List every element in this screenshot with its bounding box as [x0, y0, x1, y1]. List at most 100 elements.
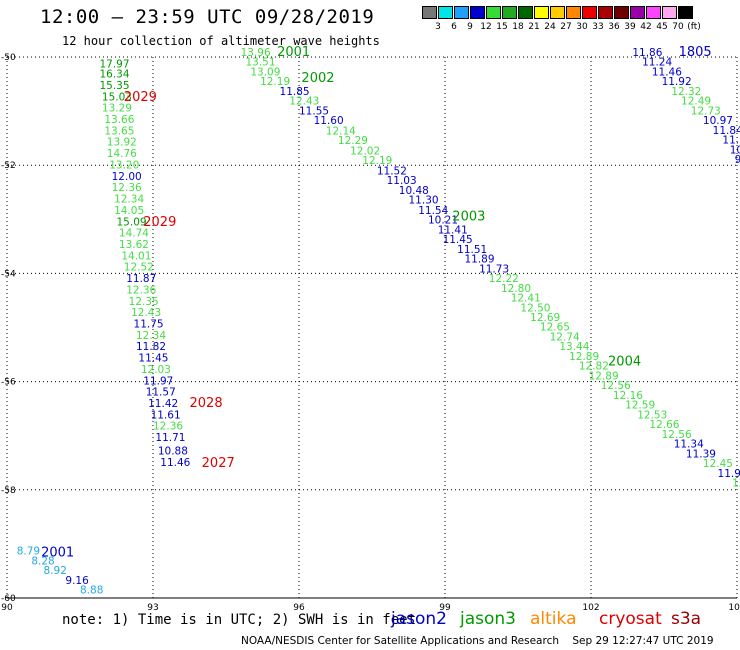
x-tick-label: 93: [147, 603, 158, 613]
wave-height-label: 11.39: [686, 448, 716, 460]
wave-height-label: 12.36: [153, 421, 183, 433]
wave-height-label: 12.73: [691, 105, 721, 117]
time-label: 2029: [124, 90, 157, 105]
wave-height-label: 12.56: [662, 429, 692, 441]
wave-height-label: 12.00: [112, 171, 142, 183]
wave-height-label: 11.55: [299, 105, 329, 117]
scale-label: 33: [592, 22, 604, 32]
time-label: 2004: [608, 354, 641, 369]
wave-height-label: 11.89: [464, 254, 494, 266]
scale-swatch: [598, 6, 613, 19]
wave-height-label: 8.92: [44, 565, 67, 577]
wave-height-label: 11.82: [136, 341, 166, 353]
wave-height-label: 9.16: [65, 575, 89, 587]
wave-height-label: 15.35: [99, 80, 129, 92]
time-label: 2028: [190, 396, 223, 411]
scale-label: 9: [467, 22, 473, 32]
time-label: 2003: [452, 209, 485, 224]
wave-height-label: 11.9: [718, 468, 740, 480]
wave-height-label: 12.02: [350, 145, 380, 157]
scale-swatch: [470, 6, 485, 19]
wave-height-label: 13.65: [104, 125, 134, 137]
wave-height-label: 11.61: [151, 409, 181, 421]
wave-height-label: 12.50: [520, 302, 550, 314]
satellite-s3a: s3a: [671, 609, 702, 629]
wave-height-label: 11.53: [722, 135, 740, 147]
scale-label: 3: [435, 22, 441, 32]
wave-height-label: 12.74: [550, 331, 580, 343]
scale-label: 30: [576, 22, 588, 32]
scale-label: 21: [528, 22, 540, 32]
wave-height-label: 15.09: [117, 216, 147, 228]
wave-height-label: 12.43: [131, 307, 161, 319]
wave-height-label: 11.34: [674, 439, 704, 451]
satellite-altika: altika: [530, 609, 577, 629]
scale-swatch: [678, 6, 693, 19]
wave-height-label: 12.52: [124, 262, 154, 274]
scale-label: 36: [608, 22, 620, 32]
scale-label: (ft): [687, 22, 701, 32]
wave-height-label: 14.74: [119, 228, 149, 240]
wave-height-label: 12.45: [703, 458, 733, 470]
time-labels: 2029 2029 2028 2027 2001 2002 2003 2004 1805 2001: [41, 45, 712, 560]
scale-label: 27: [560, 22, 572, 32]
tick-labels: 90 93 96 99 102 105 -50 -52 -54 -56 -58 -60: [1, 53, 740, 613]
wave-height-label: 13.62: [119, 239, 149, 251]
wave-height-label: 11.86: [632, 47, 662, 59]
wave-height-label: 12.89: [569, 351, 599, 363]
wave-height-label: 8.88: [80, 585, 103, 597]
wave-height-label: 10.97: [703, 115, 733, 127]
wave-height-label: 14.76: [107, 148, 137, 160]
wave-height-label: 12.36: [126, 284, 156, 296]
credit-line: NOAA/NESDIS Center for Satellite Applica…: [241, 635, 714, 647]
x-tick-label: 96: [293, 603, 305, 613]
wave-height-label: 11.57: [146, 387, 176, 399]
satellite-jason3: jason3: [460, 609, 516, 629]
wave-height-label: 13.96: [241, 47, 271, 59]
y-tick-label: -60: [1, 594, 16, 604]
x-tick-label: 99: [439, 603, 451, 613]
wave-height-label: 11.92: [662, 76, 692, 88]
wave-height-label: 13.51: [245, 57, 275, 69]
scale-swatch: [662, 6, 677, 19]
y-tick-label: -56: [1, 378, 16, 388]
wave-height-label: 11.52: [377, 165, 407, 177]
wave-height-label: 12.29: [338, 135, 368, 147]
wave-height-label: 11.45: [138, 353, 168, 365]
wave-height-label: 12.03: [141, 364, 171, 376]
wave-height-label: 11.87: [126, 273, 156, 285]
wave-height-label: 11.60: [314, 115, 344, 127]
wave-height-label: 11.46: [652, 66, 682, 78]
wave-height-label: 12.35: [129, 296, 159, 308]
wave-height-label: 11.03: [387, 175, 417, 187]
wave-height-label: 11.24: [642, 57, 672, 69]
page-subtitle: 12 hour collection of altimeter wave hei…: [62, 34, 380, 48]
wave-height-label: 13.09: [250, 66, 280, 78]
scale-swatch: [502, 6, 517, 19]
y-tick-label: -54: [1, 269, 16, 279]
wave-height-label: 12.36: [112, 182, 142, 194]
wave-height-label: 10.88: [158, 446, 188, 458]
scale-swatch: [438, 6, 453, 19]
wave-height-label: 12.53: [637, 409, 667, 421]
scale-swatch: [518, 6, 533, 19]
wave-height-label: 13.29: [102, 103, 132, 115]
wave-height-label: 12.32: [671, 86, 701, 98]
wave-height-label: 12.22: [489, 273, 519, 285]
scale-swatch: [550, 6, 565, 19]
wave-height-label: 14.01: [121, 250, 151, 262]
scale-swatch: [534, 6, 549, 19]
wave-height-label: 12.34: [114, 194, 144, 206]
scale-swatch: [646, 6, 661, 19]
x-tick-label: 105: [728, 603, 740, 613]
satellite-cryosat: cryosat: [599, 609, 662, 629]
wave-height-label: 8.79: [17, 546, 40, 558]
wave-height-label: 11.84: [713, 125, 740, 137]
wave-height-label: 12.82: [579, 361, 609, 373]
wave-height-label: 8.28: [31, 555, 54, 567]
scale-swatch: [454, 6, 469, 19]
page-title: 12:00 — 23:59 UTC 09/28/2019: [40, 6, 375, 28]
wave-height-label: 13.66: [104, 114, 134, 126]
wave-height-label: 12.49: [681, 96, 711, 108]
